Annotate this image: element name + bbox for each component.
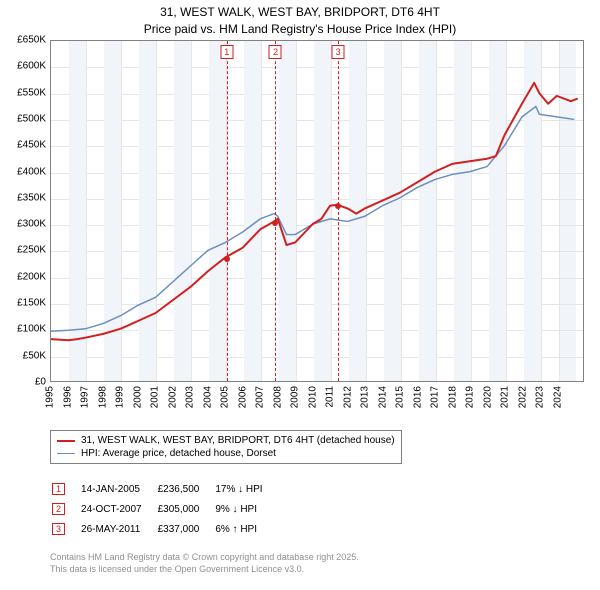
series-line xyxy=(51,106,574,331)
x-tick-label: 2006 xyxy=(237,386,248,408)
x-tick-label: 2023 xyxy=(535,386,546,408)
x-tick-label: 1997 xyxy=(80,386,91,408)
y-tick-label: £150K xyxy=(6,298,46,309)
x-tick-label: 2015 xyxy=(395,386,406,408)
y-tick-label: £100K xyxy=(6,324,46,335)
x-tick-label: 2021 xyxy=(500,386,511,408)
footer-line-1: Contains HM Land Registry data © Crown c… xyxy=(50,552,359,564)
y-tick-label: £350K xyxy=(6,192,46,203)
event-marker-box: 2 xyxy=(269,45,282,59)
event-marker-box: 1 xyxy=(220,45,233,59)
x-tick-label: 2016 xyxy=(412,386,423,408)
y-tick-label: £500K xyxy=(6,113,46,124)
y-tick-label: £200K xyxy=(6,271,46,282)
event-line xyxy=(338,41,339,381)
legend-label-property: 31, WEST WALK, WEST BAY, BRIDPORT, DT6 4… xyxy=(81,435,395,446)
y-tick-label: £0 xyxy=(6,377,46,388)
event-index: 1 xyxy=(52,483,65,495)
event-line xyxy=(227,41,228,381)
y-tick-label: £50K xyxy=(6,350,46,361)
chart: 1 2 3 £0 £50K £100K £150K £200K £250K £300K £350K… xyxy=(8,40,592,420)
events-table: 1 14-JAN-2005£236,50017% ↓ HPI 2 24-OCT-200… xyxy=(50,478,279,540)
chart-title-block: 31, WEST WALK, WEST BAY, BRIDPORT, DT6 4… xyxy=(0,0,600,38)
event-row: 2 24-OCT-2007£305,0009% ↓ HPI xyxy=(52,500,277,518)
x-tick-label: 2009 xyxy=(290,386,301,408)
x-tick-label: 2022 xyxy=(517,386,528,408)
title-line-2: Price paid vs. HM Land Registry's House … xyxy=(0,21,600,38)
event-price: £305,000 xyxy=(158,500,214,518)
series-line xyxy=(51,83,578,340)
event-delta: 9% ↓ HPI xyxy=(215,500,276,518)
event-price: £337,000 xyxy=(158,520,214,538)
x-tick-label: 2001 xyxy=(150,386,161,408)
title-line-1: 31, WEST WALK, WEST BAY, BRIDPORT, DT6 4… xyxy=(0,4,600,21)
x-tick-label: 1999 xyxy=(115,386,126,408)
event-date: 24-OCT-2007 xyxy=(81,500,156,518)
x-tick-label: 2007 xyxy=(255,386,266,408)
event-index: 3 xyxy=(52,523,65,535)
x-tick-label: 2004 xyxy=(202,386,213,408)
x-tick-label: 2000 xyxy=(132,386,143,408)
event-price: £236,500 xyxy=(158,480,214,498)
y-tick-label: £650K xyxy=(6,35,46,46)
legend-swatch-hpi xyxy=(57,453,75,454)
legend-item-hpi: HPI: Average price, detached house, Dors… xyxy=(57,447,395,460)
x-tick-label: 2024 xyxy=(552,386,563,408)
x-tick-label: 2011 xyxy=(325,386,336,408)
event-marker-box: 3 xyxy=(332,45,345,59)
x-tick-label: 2012 xyxy=(342,386,353,408)
price-marker xyxy=(335,203,341,209)
y-tick-label: £250K xyxy=(6,245,46,256)
event-delta: 6% ↑ HPI xyxy=(215,520,276,538)
footer-line-2: This data is licensed under the Open Gov… xyxy=(50,564,359,576)
legend-swatch-property xyxy=(57,440,75,442)
event-row: 1 14-JAN-2005£236,50017% ↓ HPI xyxy=(52,480,277,498)
price-marker xyxy=(272,220,278,226)
x-tick-label: 1998 xyxy=(97,386,108,408)
x-tick-label: 2017 xyxy=(430,386,441,408)
plot-area: 1 2 3 xyxy=(50,40,584,382)
y-tick-label: £400K xyxy=(6,166,46,177)
x-tick-label: 1995 xyxy=(45,386,56,408)
x-tick-label: 2018 xyxy=(447,386,458,408)
x-tick-label: 2013 xyxy=(360,386,371,408)
x-tick-label: 2003 xyxy=(185,386,196,408)
legend-label-hpi: HPI: Average price, detached house, Dors… xyxy=(81,448,276,459)
x-tick-label: 2020 xyxy=(482,386,493,408)
y-tick-label: £600K xyxy=(6,61,46,72)
line-layer xyxy=(51,41,583,381)
event-date: 14-JAN-2005 xyxy=(81,480,156,498)
x-tick-label: 2005 xyxy=(220,386,231,408)
y-tick-label: £300K xyxy=(6,219,46,230)
event-line xyxy=(275,41,276,381)
x-tick-label: 2014 xyxy=(377,386,388,408)
event-index: 2 xyxy=(52,503,65,515)
price-marker xyxy=(224,256,230,262)
y-tick-label: £450K xyxy=(6,140,46,151)
event-row: 3 26-MAY-2011£337,0006% ↑ HPI xyxy=(52,520,277,538)
x-tick-label: 2002 xyxy=(167,386,178,408)
x-tick-label: 2010 xyxy=(307,386,318,408)
y-tick-label: £550K xyxy=(6,87,46,98)
event-date: 26-MAY-2011 xyxy=(81,520,156,538)
legend: 31, WEST WALK, WEST BAY, BRIDPORT, DT6 4… xyxy=(50,430,402,464)
x-tick-label: 1996 xyxy=(62,386,73,408)
x-tick-label: 2008 xyxy=(272,386,283,408)
event-delta: 17% ↓ HPI xyxy=(215,480,276,498)
x-tick-label: 2019 xyxy=(465,386,476,408)
legend-item-property: 31, WEST WALK, WEST BAY, BRIDPORT, DT6 4… xyxy=(57,434,395,447)
attribution-footer: Contains HM Land Registry data © Crown c… xyxy=(50,552,359,575)
